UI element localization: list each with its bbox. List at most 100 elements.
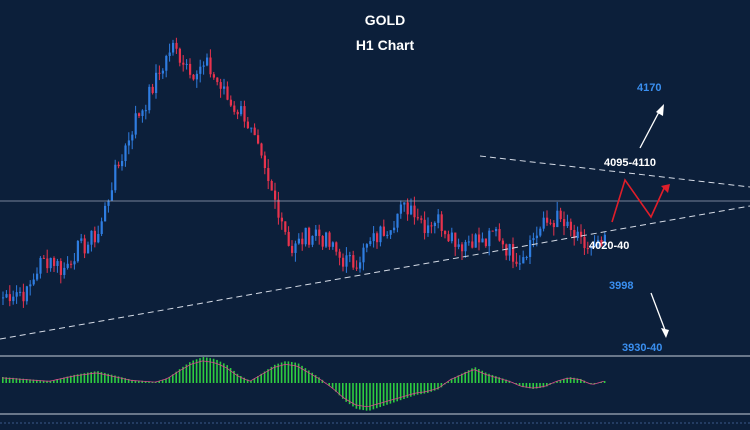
candle-body xyxy=(365,244,368,248)
candle-body xyxy=(80,238,83,241)
candle-body xyxy=(110,190,113,201)
histogram-bar xyxy=(212,358,215,383)
histogram-bar xyxy=(80,373,82,383)
candle-body xyxy=(131,134,134,141)
candle-body xyxy=(121,161,124,167)
histogram-bar xyxy=(287,361,290,383)
candle xyxy=(172,39,175,56)
candle xyxy=(569,218,572,237)
candle xyxy=(240,100,243,117)
histogram-bar xyxy=(355,383,358,409)
candle xyxy=(185,59,188,70)
candle-body xyxy=(104,205,107,222)
candle-body xyxy=(372,233,375,242)
candle-body xyxy=(437,214,440,223)
histogram-bar xyxy=(236,373,239,383)
candle-body xyxy=(178,48,181,63)
candle-body xyxy=(5,294,8,298)
candle-body xyxy=(70,263,73,265)
candle-body xyxy=(236,111,239,115)
histogram-bar xyxy=(464,371,466,383)
candle-body xyxy=(73,261,76,265)
candle xyxy=(318,224,321,245)
histogram-bar xyxy=(569,377,572,383)
candle xyxy=(389,230,392,239)
candle-body xyxy=(168,52,171,56)
histogram-bar xyxy=(8,377,11,383)
histogram-bar xyxy=(148,381,150,383)
candle xyxy=(420,215,423,224)
candle xyxy=(182,55,185,72)
histogram-bar xyxy=(559,379,562,383)
histogram-bar xyxy=(396,383,398,402)
histogram-bar xyxy=(546,383,548,387)
histogram-bar xyxy=(308,370,310,383)
candle xyxy=(576,226,579,241)
histogram-bar xyxy=(600,382,602,383)
histogram-bar xyxy=(267,369,269,383)
histogram-bar xyxy=(345,383,347,402)
candle xyxy=(518,255,521,271)
candle xyxy=(56,258,59,273)
candle-body xyxy=(22,291,25,302)
candle-body xyxy=(413,205,416,218)
histogram-bar xyxy=(36,379,38,383)
candle xyxy=(59,258,62,284)
candle-body xyxy=(274,190,277,200)
candle-body xyxy=(151,86,154,94)
candle-body xyxy=(355,267,358,269)
candle-body xyxy=(250,127,253,129)
histogram-bar xyxy=(566,377,568,383)
candle xyxy=(80,233,83,244)
histogram-bar xyxy=(172,374,174,383)
candle-body xyxy=(546,217,549,223)
candle xyxy=(144,104,147,120)
candle xyxy=(464,239,467,258)
candle xyxy=(416,208,419,221)
histogram-bar xyxy=(12,377,14,383)
histogram-bar xyxy=(138,380,140,383)
candle-body xyxy=(535,235,538,239)
candle-body xyxy=(593,244,596,247)
histogram-bar xyxy=(348,383,351,405)
candle-body xyxy=(515,261,518,264)
candle-body xyxy=(76,240,79,262)
histogram-bar xyxy=(382,383,385,406)
candle-body xyxy=(447,234,450,242)
candle xyxy=(189,58,192,79)
histogram-bar xyxy=(246,379,249,383)
candle xyxy=(257,129,260,145)
candle-body xyxy=(461,244,464,252)
candle xyxy=(66,256,69,270)
candle-body xyxy=(325,232,328,247)
level-label-3998: 3998 xyxy=(609,280,634,292)
histogram-bar xyxy=(413,383,415,396)
histogram-bar xyxy=(229,368,232,383)
histogram-bar xyxy=(294,362,296,383)
histogram-bar xyxy=(70,375,72,383)
candle-body xyxy=(379,226,382,243)
candle xyxy=(491,230,494,232)
candle-body xyxy=(583,236,586,249)
candle xyxy=(508,243,511,261)
candle xyxy=(559,207,562,223)
histogram-bar xyxy=(440,383,443,388)
histogram-bar xyxy=(406,383,409,398)
candle-body xyxy=(83,238,86,254)
histogram-bar xyxy=(5,377,7,383)
candle-body xyxy=(229,99,232,106)
candle-body xyxy=(566,221,569,227)
candle xyxy=(304,227,307,247)
candle-body xyxy=(114,164,117,191)
candle-body xyxy=(382,226,385,236)
histogram-bar xyxy=(83,373,86,383)
histogram-bar xyxy=(155,381,157,383)
candle xyxy=(440,211,443,237)
candle xyxy=(246,117,249,129)
candle xyxy=(223,78,226,95)
candle xyxy=(338,248,341,266)
candle xyxy=(294,240,297,262)
histogram-bar xyxy=(583,380,585,383)
candle-body xyxy=(484,238,487,247)
candle-body xyxy=(335,242,338,252)
